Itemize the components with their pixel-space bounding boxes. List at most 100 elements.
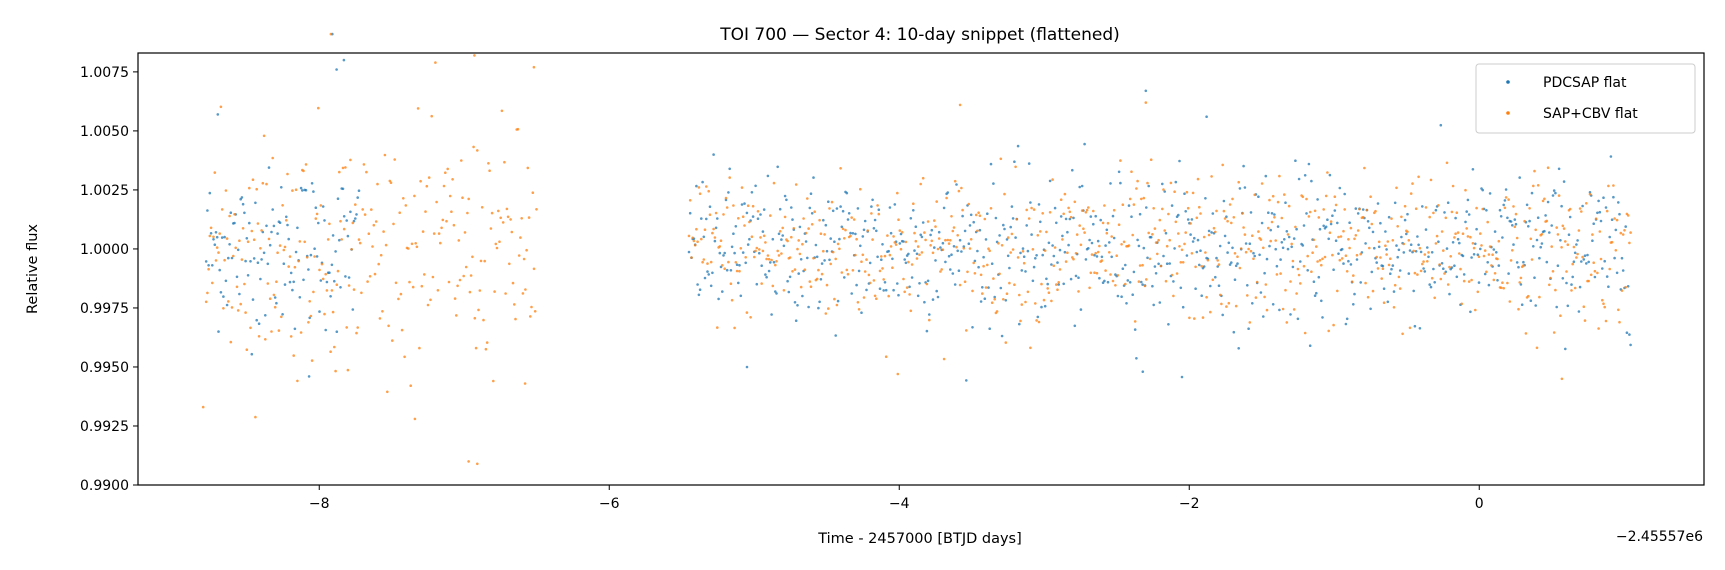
sapcbv-point [850, 216, 853, 219]
sapcbv-point [1540, 232, 1544, 236]
sapcbv-point [990, 301, 994, 305]
pdcsap-point [1020, 269, 1024, 272]
pdcsap-point [770, 313, 773, 316]
pdcsap-point [1390, 267, 1393, 271]
pdcsap-point [230, 256, 234, 260]
sapcbv-point [207, 267, 210, 271]
sapcbv-point [1483, 249, 1487, 252]
sapcbv-point [818, 218, 821, 222]
y-tick-label: 1.0025 [80, 183, 129, 199]
sapcbv-point [1227, 301, 1231, 305]
sapcbv-point [416, 107, 420, 110]
sapcbv-point [1006, 236, 1010, 239]
sapcbv-point [986, 263, 989, 267]
sapcbv-point [323, 312, 326, 316]
pdcsap-point [1495, 251, 1498, 254]
pdcsap-point [937, 230, 941, 234]
sapcbv-point [769, 214, 772, 217]
pdcsap-point [1446, 201, 1450, 204]
pdcsap-point [855, 283, 858, 287]
pdcsap-point [1164, 231, 1168, 235]
pdcsap-point [1019, 251, 1022, 255]
sapcbv-point [224, 189, 228, 192]
pdcsap-point [356, 196, 360, 199]
pdcsap-point [1236, 262, 1239, 265]
pdcsap-point [1195, 250, 1199, 254]
sapcbv-point [1198, 205, 1201, 209]
sapcbv-point [1490, 264, 1493, 267]
sapcbv-point [494, 242, 498, 246]
sapcbv-point [863, 270, 867, 273]
pdcsap-point [1328, 173, 1332, 177]
x-tick-label: −4 [889, 496, 910, 512]
sapcbv-point [1479, 232, 1482, 235]
sapcbv-point [397, 297, 400, 301]
pdcsap-point [778, 207, 782, 211]
pdcsap-point [804, 240, 808, 243]
sapcbv-point [467, 197, 471, 201]
y-tick-label: 1.0050 [80, 124, 129, 140]
sapcbv-point [777, 254, 781, 257]
pdcsap-point [799, 258, 803, 261]
sapcbv-point [1233, 252, 1237, 255]
pdcsap-point [294, 250, 298, 254]
sapcbv-point [1583, 319, 1587, 322]
sapcbv-point [696, 240, 699, 243]
pdcsap-point [727, 191, 730, 194]
sapcbv-point [740, 186, 744, 189]
sapcbv-point [1480, 244, 1483, 247]
x-axis-label: Time - 2457000 [BTJD days] [817, 531, 1022, 547]
pdcsap-point [1057, 283, 1060, 286]
pdcsap-point [1562, 180, 1566, 183]
sapcbv-point [1533, 169, 1536, 173]
sapcbv-point [1254, 296, 1258, 299]
pdcsap-point [732, 232, 735, 235]
pdcsap-point [798, 225, 802, 229]
pdcsap-point [1048, 179, 1052, 183]
pdcsap-point [925, 329, 929, 333]
pdcsap-point [724, 198, 728, 202]
pdcsap-point [1034, 257, 1037, 260]
pdcsap-point [1096, 239, 1100, 243]
pdcsap-point [1513, 218, 1517, 221]
sapcbv-point [1504, 196, 1508, 199]
sapcbv-point [1222, 209, 1226, 213]
pdcsap-point [229, 211, 233, 214]
sapcbv-point [448, 194, 452, 198]
sapcbv-point [1619, 231, 1623, 235]
pdcsap-point [1178, 159, 1181, 163]
pdcsap-point [1130, 215, 1133, 218]
pdcsap-point [810, 212, 814, 215]
sapcbv-point [1444, 216, 1448, 220]
sapcbv-point [976, 229, 979, 233]
sapcbv-point [1427, 251, 1430, 254]
pdcsap-point [860, 311, 863, 315]
pdcsap-point [1397, 248, 1401, 252]
pdcsap-point [979, 300, 983, 303]
sapcbv-point [810, 223, 814, 226]
sapcbv-point [923, 231, 926, 234]
sapcbv-point [429, 298, 432, 302]
sapcbv-point [1294, 225, 1297, 229]
sapcbv-point [724, 196, 728, 200]
sapcbv-point [1514, 212, 1518, 216]
pdcsap-point [1071, 168, 1074, 172]
sapcbv-point [366, 280, 369, 283]
pdcsap-point [836, 299, 840, 303]
sapcbv-point [1562, 227, 1566, 230]
sapcbv-point [1396, 225, 1399, 228]
pdcsap-point [1267, 211, 1270, 214]
sapcbv-point [1323, 255, 1327, 259]
sapcbv-point [1105, 231, 1109, 235]
sapcbv-point [1164, 279, 1168, 283]
pdcsap-point [304, 188, 308, 192]
legend: PDCSAP flat SAP+CBV flat [1475, 63, 1696, 134]
pdcsap-point [1316, 198, 1319, 201]
sapcbv-point [421, 230, 425, 233]
sapcbv-point [965, 329, 968, 332]
pdcsap-point [1063, 250, 1067, 254]
pdcsap-point [1396, 255, 1399, 259]
sapcbv-point [1424, 206, 1428, 209]
pdcsap-point [1173, 247, 1176, 250]
sapcbv-point [1273, 216, 1276, 219]
